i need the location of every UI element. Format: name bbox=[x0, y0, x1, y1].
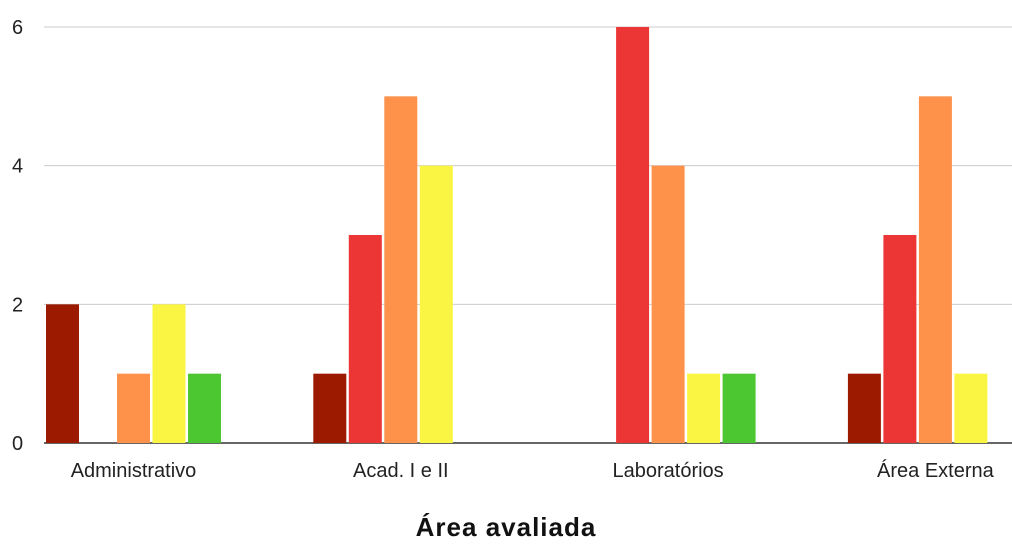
category-label: Área Externa bbox=[877, 459, 995, 482]
bar bbox=[117, 373, 150, 443]
category-label: Administrativo bbox=[71, 460, 197, 482]
bar bbox=[918, 96, 952, 443]
bar bbox=[313, 373, 347, 443]
y-tick-label: 2 bbox=[12, 294, 23, 316]
category-label: Laboratórios bbox=[613, 460, 724, 482]
bar bbox=[348, 235, 382, 443]
bar bbox=[46, 304, 79, 443]
bar bbox=[152, 304, 186, 443]
bar bbox=[883, 235, 917, 443]
bar bbox=[419, 165, 453, 443]
bar bbox=[188, 373, 221, 443]
bar bbox=[687, 373, 721, 443]
bar bbox=[847, 373, 881, 443]
bar bbox=[651, 165, 685, 443]
y-tick-label: 6 bbox=[12, 17, 23, 39]
y-tick-label: 4 bbox=[12, 156, 23, 178]
bar bbox=[722, 373, 756, 443]
category-label: Acad. I e II bbox=[353, 460, 449, 482]
bars bbox=[46, 27, 988, 443]
y-tick-label: 0 bbox=[12, 433, 23, 455]
bar bbox=[616, 27, 650, 443]
bar bbox=[384, 96, 418, 443]
x-axis-categories: Administrativo Acad. I e II Laboratórios Ár… bbox=[71, 459, 995, 482]
y-axis-ticks: 0 2 4 6 bbox=[12, 17, 23, 455]
x-axis-title: Área avaliada bbox=[416, 512, 597, 542]
bar bbox=[954, 373, 988, 443]
